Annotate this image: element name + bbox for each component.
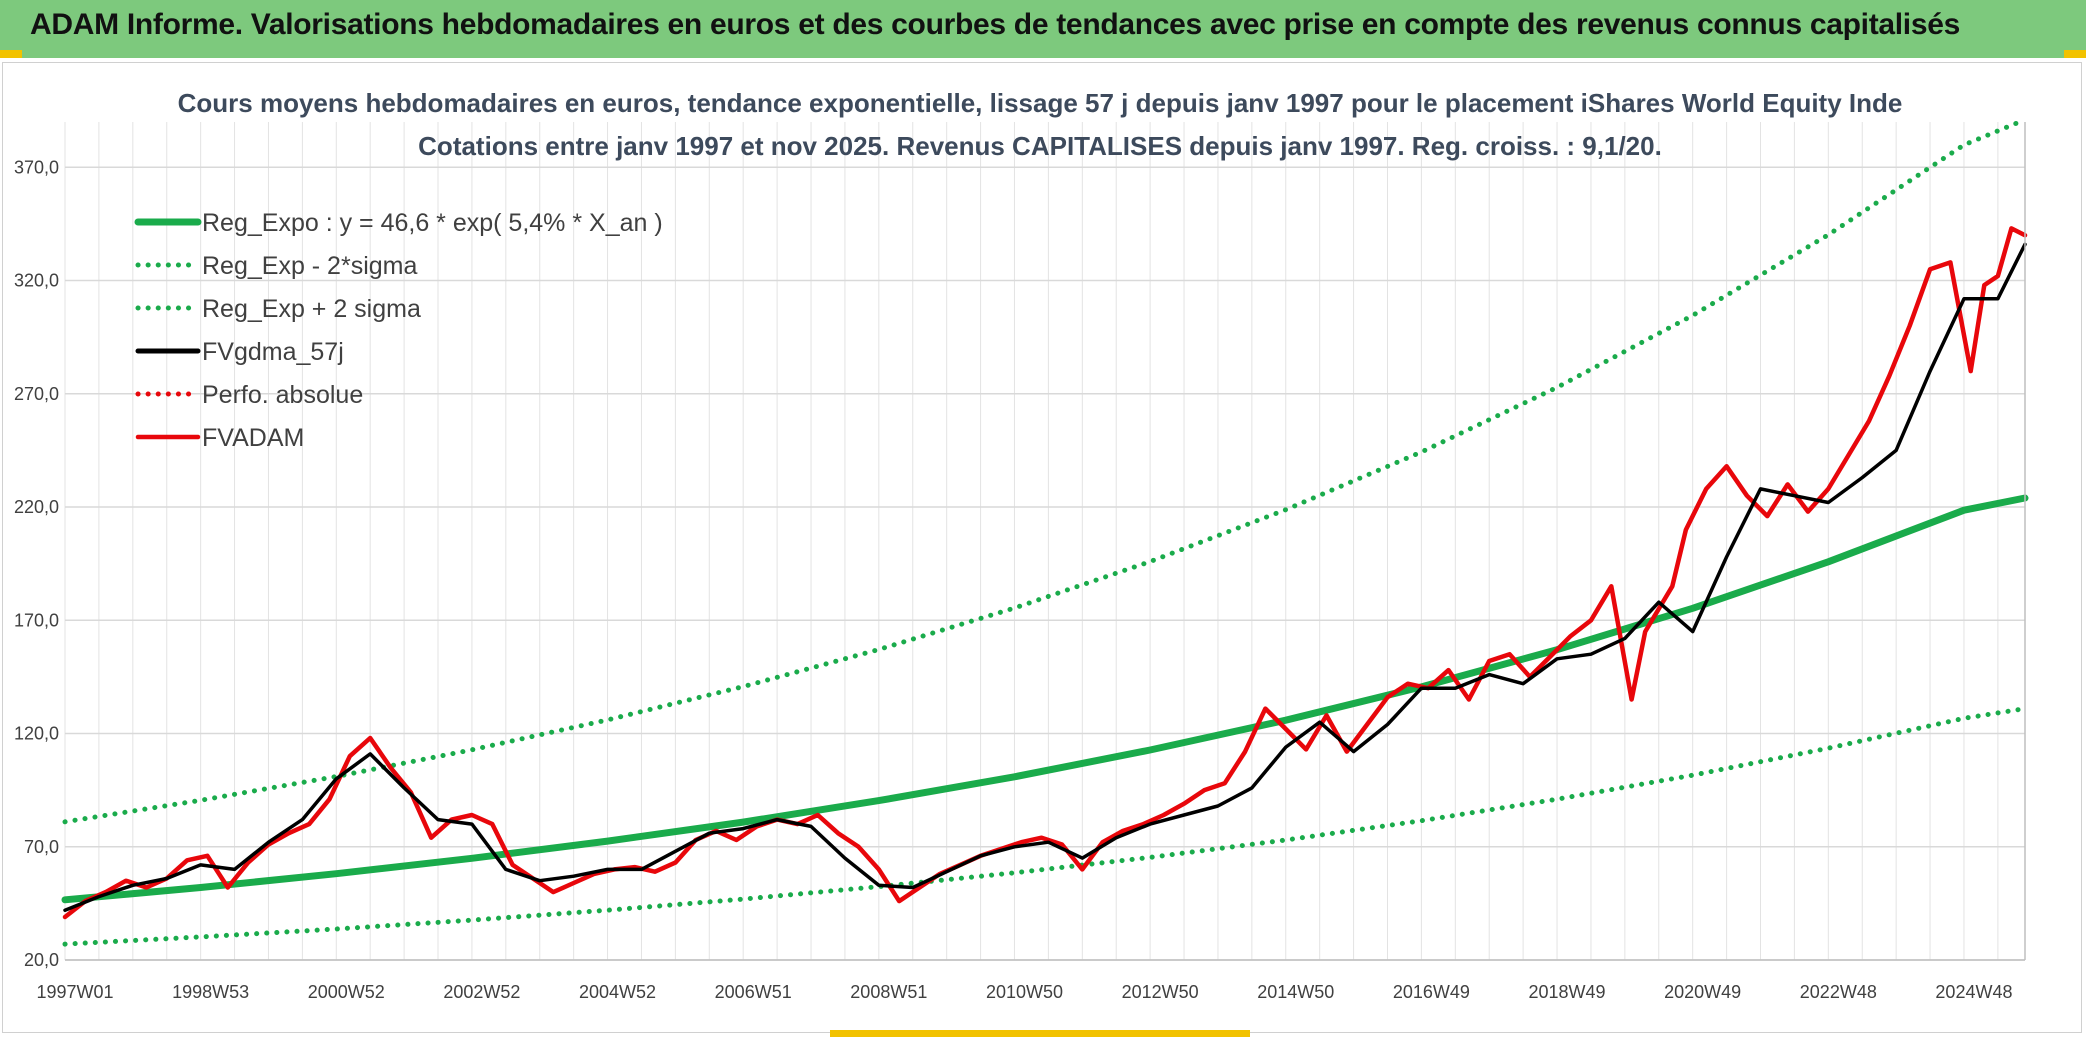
legend-label: Reg_Expo : y = 46,6 * exp( 5,4% * X_an ) — [202, 209, 663, 237]
x-tick-label: 2022W48 — [1800, 982, 1877, 1002]
x-tick-label: 1997W01 — [36, 982, 113, 1002]
bottom-accent-strip — [830, 1030, 1250, 1037]
legend: Reg_Expo : y = 46,6 * exp( 5,4% * X_an )… — [134, 209, 663, 452]
y-tick-label: 270,0 — [14, 384, 59, 404]
legend-label: Perfo. absolue — [202, 381, 363, 409]
x-tick-label: 2006W51 — [715, 982, 792, 1002]
chart-title: Cours moyens hebdomadaires en euros, ten… — [178, 88, 1903, 118]
legend-label: FVgdma_57j — [202, 338, 344, 366]
y-tick-label: 70,0 — [24, 837, 59, 857]
axis-layer: 20,0 70,0 120,0 170,0 220,0 270,0 320,0 370,0 19… — [14, 122, 2026, 1002]
y-tick-label: 20,0 — [24, 950, 59, 970]
header-accent-right — [2064, 50, 2086, 58]
report-title: ADAM Informe. Valorisations hebdomadaire… — [30, 8, 1961, 41]
x-tick-label: 2008W51 — [850, 982, 927, 1002]
y-tick-label: 170,0 — [14, 610, 59, 630]
series-line-0 — [61, 494, 2029, 904]
legend-label: FVADAM — [202, 424, 304, 452]
x-tick-label: 2016W49 — [1393, 982, 1470, 1002]
x-tick-label: 2000W52 — [308, 982, 385, 1002]
x-tick-label: 2004W52 — [579, 982, 656, 1002]
x-tick-label: 2024W48 — [1935, 982, 2012, 1002]
y-tick-label: 220,0 — [14, 497, 59, 517]
x-tick-label: 2012W50 — [1122, 982, 1199, 1002]
series-line-5 — [62, 226, 2028, 920]
x-tick-label: 2002W52 — [443, 982, 520, 1002]
series-line-1 — [62, 706, 2028, 947]
y-tick-label: 320,0 — [14, 271, 59, 291]
header-bar: ADAM Informe. Valorisations hebdomadaire… — [0, 0, 2086, 58]
x-tick-label: 2018W49 — [1529, 982, 1606, 1002]
series-layer — [61, 117, 2029, 947]
y-tick-label: 370,0 — [14, 157, 59, 177]
x-tick-label: 2014W50 — [1257, 982, 1334, 1002]
legend-label: Reg_Exp - 2*sigma — [202, 252, 417, 280]
legend-label: Reg_Exp + 2 sigma — [202, 295, 421, 323]
series-line-3 — [63, 242, 2027, 912]
header-accent-left — [0, 50, 22, 58]
series-line-2 — [62, 117, 2028, 825]
x-tick-label: 1998W53 — [172, 982, 249, 1002]
chart-subtitle: Cotations entre janv 1997 et nov 2025. R… — [418, 131, 1662, 161]
x-tick-label: 2010W50 — [986, 982, 1063, 1002]
grid-layer — [64, 122, 2025, 961]
x-tick-label: 2020W49 — [1664, 982, 1741, 1002]
y-tick-label: 120,0 — [14, 724, 59, 744]
